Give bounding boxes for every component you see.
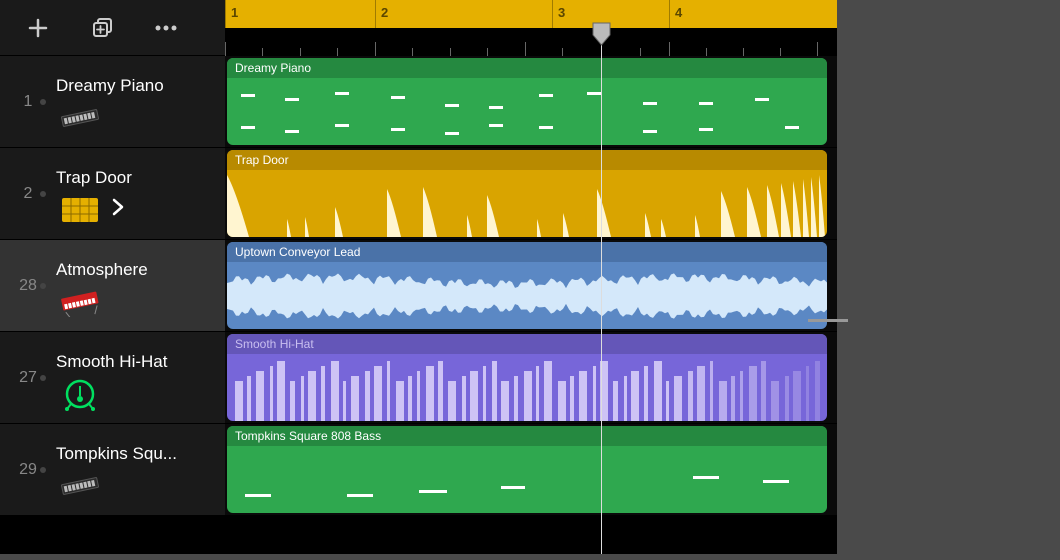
region[interactable]: Dreamy Piano [227, 58, 827, 145]
region[interactable]: Uptown Conveyor Lead [227, 242, 827, 329]
region-content [227, 78, 827, 145]
track-row: 28AtmosphereUptown Conveyor Lead [0, 240, 837, 332]
region-content [227, 354, 827, 421]
track-lane[interactable]: Trap Door [225, 148, 837, 239]
track-status-dot [40, 467, 46, 473]
region[interactable]: Tompkins Square 808 Bass [227, 426, 827, 513]
track-row: 27Smooth Hi-HatSmooth Hi-Hat [0, 332, 837, 424]
beat-ruler[interactable] [225, 28, 837, 56]
bar-number: 1 [231, 5, 238, 20]
region-content [227, 262, 827, 329]
playhead[interactable] [601, 23, 602, 554]
keyboard-dark-icon [56, 468, 104, 504]
region-content [227, 446, 827, 513]
track-status-dot [40, 99, 46, 105]
track-row: 1Dreamy PianoDreamy Piano [0, 56, 837, 148]
region[interactable]: Trap Door [227, 150, 827, 237]
timeline-ruler[interactable]: 1 2 3 4 [225, 0, 837, 56]
more-icon [154, 24, 178, 32]
track-header[interactable]: 2Trap Door [0, 148, 225, 239]
track-lane[interactable]: Tompkins Square 808 Bass [225, 424, 837, 515]
keyboard-dark-icon [56, 100, 104, 136]
track-name: Dreamy Piano [56, 76, 206, 96]
region-label: Uptown Conveyor Lead [227, 242, 827, 262]
chevron-right-icon[interactable] [112, 198, 124, 221]
annotation-line [808, 319, 848, 322]
tracks-area: 1Dreamy PianoDreamy Piano2Trap DoorTrap … [0, 56, 837, 554]
more-button[interactable] [152, 14, 180, 42]
region-label: Smooth Hi-Hat [227, 334, 827, 354]
duplicate-button[interactable] [88, 14, 116, 42]
track-number: 29 [0, 461, 56, 479]
track-number: 2 [0, 185, 56, 203]
keyboard-red-icon [56, 284, 104, 320]
track-status-dot [40, 283, 46, 289]
region-label: Trap Door [227, 150, 827, 170]
track-status-dot [40, 191, 46, 197]
track-row: 2Trap DoorTrap Door [0, 148, 837, 240]
track-number: 1 [0, 93, 56, 111]
daw-window: 1234 1Dreamy PianoDreamy Piano2Trap Door… [0, 0, 837, 554]
track-status-dot [40, 375, 46, 381]
track-name: Tompkins Squ... [56, 444, 206, 464]
track-name: Smooth Hi-Hat [56, 352, 206, 372]
track-lane[interactable]: Dreamy Piano [225, 56, 837, 147]
track-header[interactable]: 1Dreamy Piano [0, 56, 225, 147]
playhead-handle-icon[interactable] [592, 22, 611, 46]
track-number: 27 [0, 369, 56, 387]
bar-number: 2 [381, 5, 388, 20]
track-name: Atmosphere [56, 260, 206, 280]
drum-grid-icon [56, 192, 104, 228]
region-label: Tompkins Square 808 Bass [227, 426, 827, 446]
track-number: 28 [0, 277, 56, 295]
track-lane[interactable]: Uptown Conveyor Lead [225, 240, 837, 331]
track-name: Trap Door [56, 168, 206, 188]
bar-ruler[interactable]: 1 2 3 4 [225, 0, 837, 28]
bar-number: 3 [558, 5, 565, 20]
drum-kit-icon [56, 376, 104, 412]
track-header[interactable]: 27Smooth Hi-Hat [0, 332, 225, 423]
add-track-button[interactable] [24, 14, 52, 42]
track-row: 29Tompkins Squ...Tompkins Square 808 Bas… [0, 424, 837, 516]
bar-number: 4 [675, 5, 682, 20]
track-header[interactable]: 29Tompkins Squ... [0, 424, 225, 515]
region-content [227, 170, 827, 237]
region-label: Dreamy Piano [227, 58, 827, 78]
track-header[interactable]: 28Atmosphere [0, 240, 225, 331]
region[interactable]: Smooth Hi-Hat [227, 334, 827, 421]
track-lane[interactable]: Smooth Hi-Hat [225, 332, 837, 423]
plus-icon [27, 17, 49, 39]
duplicate-icon [90, 16, 114, 40]
